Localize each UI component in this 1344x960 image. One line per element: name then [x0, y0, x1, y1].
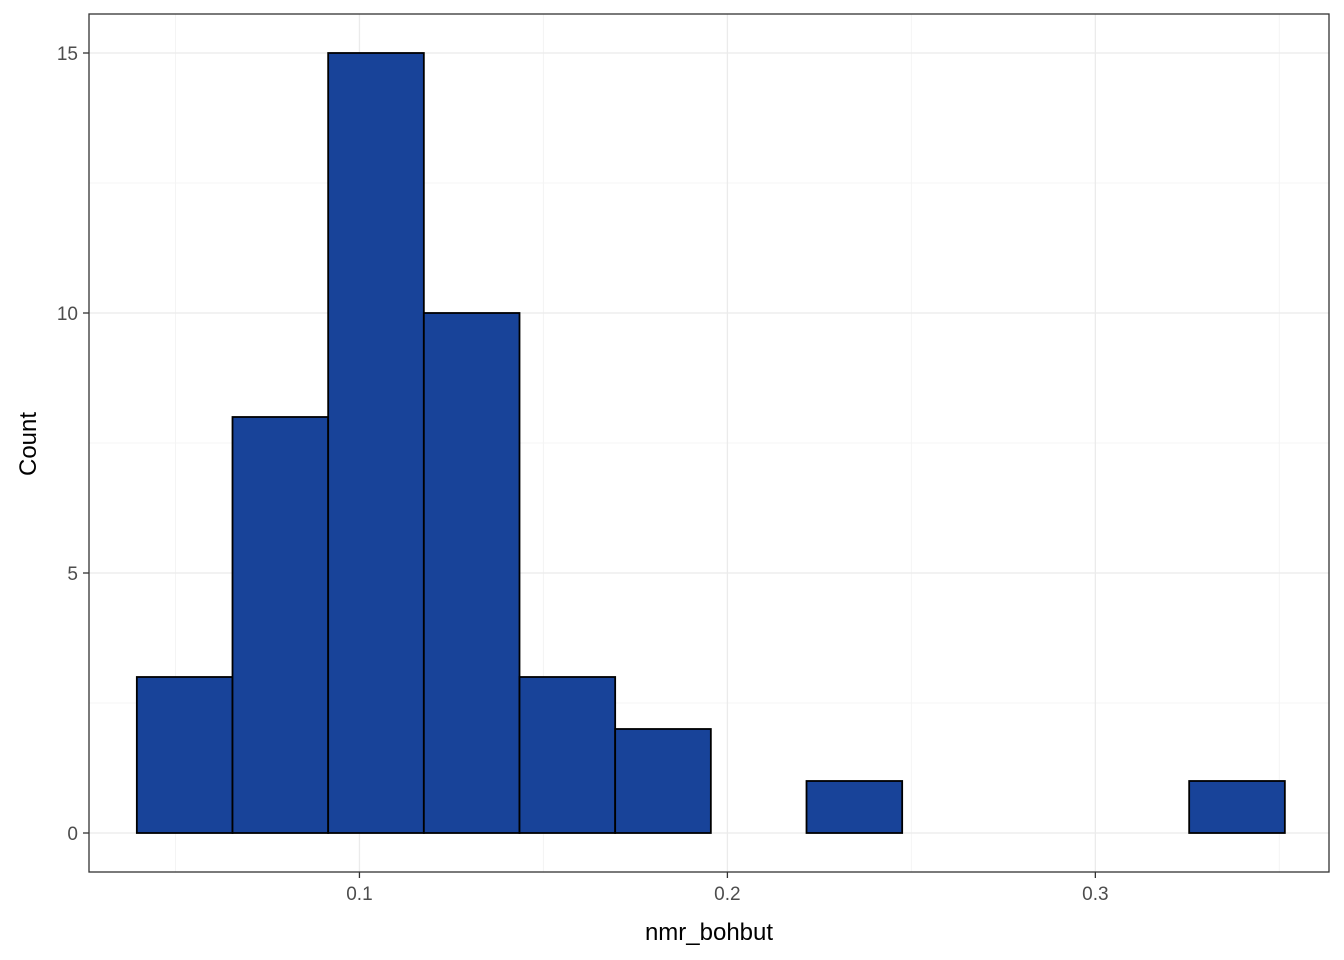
y-tick-label: 15	[57, 44, 78, 65]
histogram-bar	[518, 676, 617, 834]
y-axis-title: Count	[15, 412, 42, 476]
x-tick-label: 0.3	[1082, 884, 1108, 905]
x-axis: 0.1 0.2 0.3	[346, 872, 1109, 905]
histogram-bar	[614, 728, 712, 834]
histogram-bar	[1188, 780, 1286, 834]
x-tick-label: 0.1	[346, 884, 372, 905]
y-tick-label: 5	[67, 564, 78, 585]
histogram-bar	[422, 312, 521, 834]
minor-gridlines	[89, 14, 1329, 872]
x-tick-label: 0.2	[714, 884, 740, 905]
y-tick-label: 10	[57, 304, 78, 325]
histogram-bar	[231, 416, 330, 834]
histogram-bar	[805, 780, 904, 834]
x-axis-title: nmr_bohbut	[645, 919, 773, 946]
histogram-bar	[135, 676, 234, 834]
panel-border	[88, 13, 1330, 873]
histogram-bars	[135, 52, 1286, 834]
y-axis: 0 5 10 15	[57, 44, 89, 845]
y-tick-label: 0	[67, 824, 78, 845]
histogram-bar	[327, 52, 425, 834]
